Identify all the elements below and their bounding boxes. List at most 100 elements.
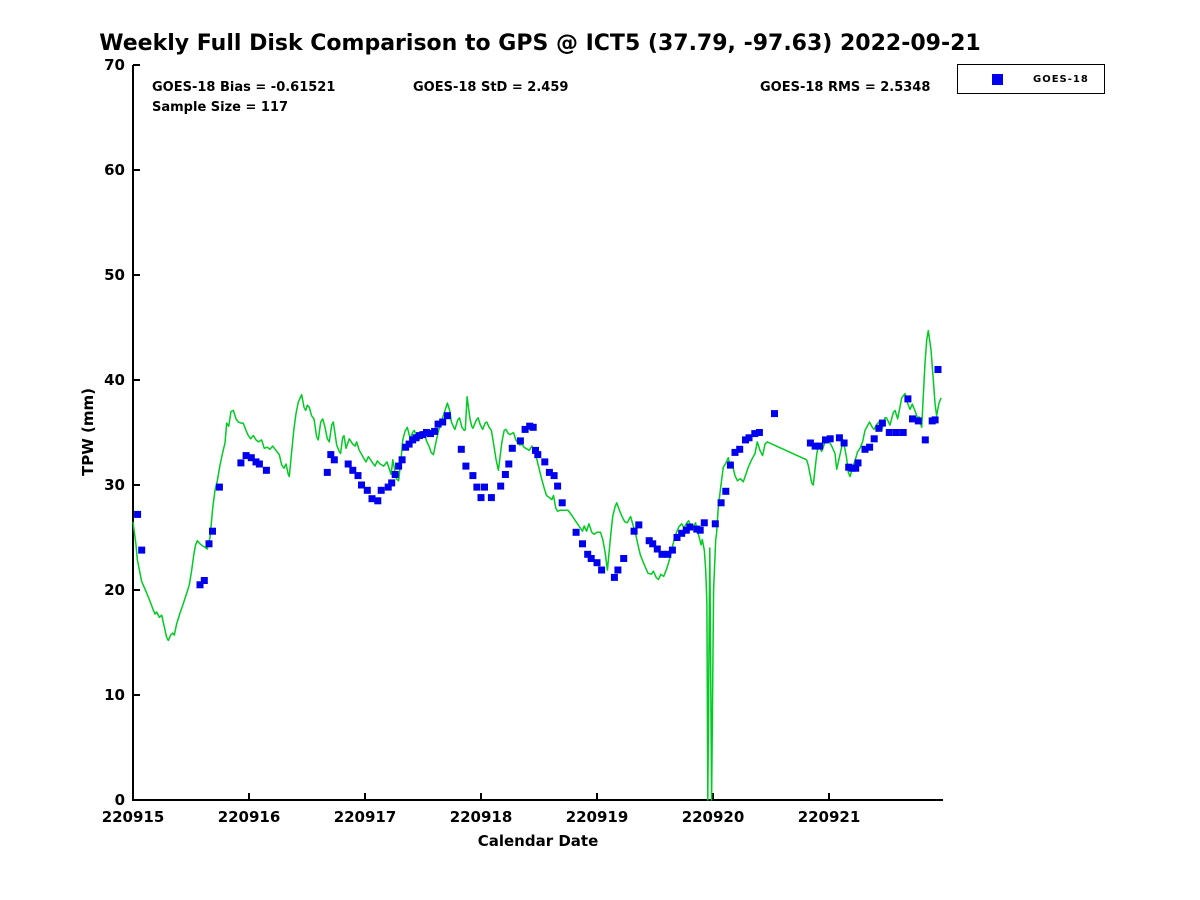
goes18-marker: [374, 497, 382, 505]
goes18-marker: [771, 410, 778, 418]
goes18-marker: [711, 520, 719, 528]
goes18-marker: [541, 458, 549, 466]
goes18-marker: [722, 487, 730, 495]
goes18-marker: [892, 429, 900, 436]
y-tick-label: 10: [104, 686, 125, 704]
goes18-marker: [658, 550, 666, 558]
goes18-marker: [726, 461, 734, 469]
goes18-marker: [931, 416, 939, 424]
goes18-marker: [358, 481, 365, 489]
goes18-marker: [587, 555, 595, 562]
goes18-marker: [205, 540, 213, 548]
goes18-marker: [439, 418, 447, 426]
goes18-marker: [673, 534, 681, 541]
goes18-marker: [579, 540, 586, 548]
goes18-marker: [209, 527, 216, 535]
goes18-marker: [558, 499, 566, 507]
goes18-marker: [237, 459, 245, 467]
goes18-marker: [469, 472, 477, 480]
y-tick-label: 40: [104, 371, 125, 389]
goes18-marker: [354, 472, 362, 480]
goes18-marker: [550, 472, 558, 480]
legend-series-label: GOES-18: [1033, 73, 1089, 85]
goes18-marker: [215, 483, 223, 491]
goes18-marker: [487, 494, 495, 502]
goes18-marker: [505, 460, 513, 468]
goes18-marker: [255, 460, 263, 468]
goes18-marker: [497, 482, 505, 490]
goes18-marker: [388, 479, 396, 487]
stat-rms: GOES-18 RMS = 2.5348: [760, 80, 931, 95]
goes18-marker: [584, 550, 592, 558]
goes18-marker: [593, 559, 601, 567]
legend-box: GOES-18: [957, 64, 1105, 94]
goes18-marker: [457, 445, 465, 453]
goes18-marker: [731, 448, 739, 456]
goes18-marker: [508, 444, 516, 452]
y-tick-label: 60: [104, 161, 125, 179]
goes18-marker: [806, 439, 814, 447]
goes18-marker: [532, 446, 539, 454]
goes18-marker: [610, 573, 618, 581]
x-tick-label: 220921: [798, 808, 861, 826]
x-tick-label: 220917: [334, 808, 397, 826]
goes18-marker: [427, 430, 434, 438]
goes18-marker: [423, 429, 430, 436]
goes18-marker: [327, 451, 335, 459]
goes18-marker: [870, 435, 878, 443]
goes18-marker: [668, 546, 676, 554]
goes18-marker: [391, 471, 399, 478]
goes18-marker: [686, 523, 694, 531]
goes18-marker: [443, 412, 451, 420]
y-tick-label: 70: [104, 56, 125, 74]
goes18-marker: [664, 550, 672, 558]
goes18-marker: [885, 429, 893, 436]
goes18-marker: [835, 434, 843, 442]
goes18-marker: [405, 440, 413, 448]
goes18-marker: [696, 526, 704, 534]
goes18-marker: [816, 442, 824, 450]
goes18-marker: [866, 443, 874, 451]
x-tick-label: 220916: [218, 808, 281, 826]
y-tick-label: 30: [104, 476, 125, 494]
goes18-marker: [431, 427, 439, 435]
y-tick-label: 20: [104, 581, 125, 599]
x-axis-label: Calendar Date: [477, 832, 599, 850]
goes18-marker: [678, 529, 686, 537]
x-tick-label: 220918: [450, 808, 513, 826]
x-tick-label: 220915: [102, 808, 165, 826]
y-tick-label: 50: [104, 266, 125, 284]
goes18-marker: [914, 417, 922, 425]
goes18-marker: [878, 419, 886, 427]
goes18-marker: [899, 429, 907, 436]
goes18-marker: [861, 445, 869, 453]
green-line-series: [132, 329, 942, 801]
goes18-marker: [529, 423, 537, 431]
goes18-marker: [477, 494, 485, 502]
goes18-marker: [434, 420, 442, 428]
goes18-marker: [501, 471, 509, 478]
goes18-marker: [653, 545, 661, 553]
goes18-marker: [344, 460, 352, 468]
goes18-marker: [854, 459, 862, 467]
stat-sample-size: Sample Size = 117: [152, 100, 289, 115]
goes18-marker: [384, 483, 392, 491]
goes18-marker: [909, 415, 916, 423]
goes18-marker: [368, 495, 376, 503]
goes18-marker: [700, 519, 708, 527]
goes18-marker: [377, 486, 385, 494]
x-tick-label: 220920: [682, 808, 745, 826]
goes18-marker: [840, 439, 848, 447]
goes18-marker: [323, 468, 331, 476]
goes18-marker: [635, 521, 643, 529]
goes18-marker: [554, 482, 562, 490]
goes18-marker: [473, 483, 481, 491]
goes18-marker: [822, 436, 829, 444]
goes18-marker: [242, 452, 250, 460]
y-tick-label: 0: [115, 791, 125, 809]
goes18-marker: [262, 466, 270, 474]
goes18-marker: [516, 437, 524, 445]
goes18-marker: [598, 566, 606, 574]
